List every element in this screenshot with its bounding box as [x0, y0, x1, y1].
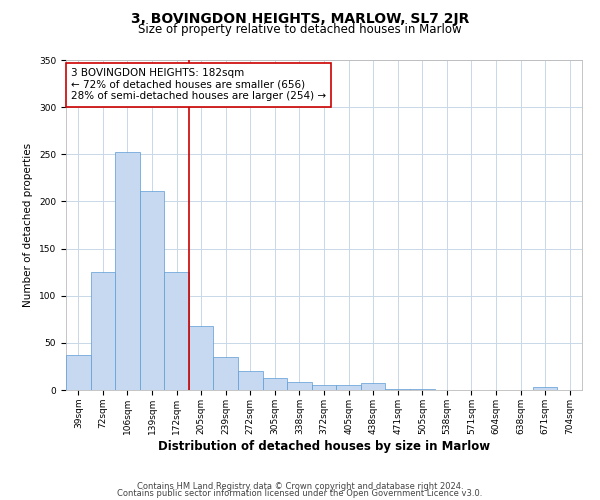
Bar [287, 382, 312, 390]
Bar [533, 387, 557, 390]
Bar [238, 371, 263, 390]
Bar [189, 326, 214, 390]
Bar [385, 389, 410, 390]
Text: Contains HM Land Registry data © Crown copyright and database right 2024.: Contains HM Land Registry data © Crown c… [137, 482, 463, 491]
Bar [214, 357, 238, 390]
Bar [164, 272, 189, 390]
Bar [312, 386, 336, 390]
Text: Contains public sector information licensed under the Open Government Licence v3: Contains public sector information licen… [118, 489, 482, 498]
Bar [263, 378, 287, 390]
Bar [115, 152, 140, 390]
Text: 3 BOVINGDON HEIGHTS: 182sqm
← 72% of detached houses are smaller (656)
28% of se: 3 BOVINGDON HEIGHTS: 182sqm ← 72% of det… [71, 68, 326, 102]
Bar [91, 272, 115, 390]
Bar [361, 384, 385, 390]
Bar [66, 355, 91, 390]
Text: Size of property relative to detached houses in Marlow: Size of property relative to detached ho… [138, 22, 462, 36]
Bar [410, 389, 434, 390]
Bar [336, 386, 361, 390]
Y-axis label: Number of detached properties: Number of detached properties [23, 143, 34, 307]
Text: 3, BOVINGDON HEIGHTS, MARLOW, SL7 2JR: 3, BOVINGDON HEIGHTS, MARLOW, SL7 2JR [131, 12, 469, 26]
Bar [140, 191, 164, 390]
X-axis label: Distribution of detached houses by size in Marlow: Distribution of detached houses by size … [158, 440, 490, 452]
